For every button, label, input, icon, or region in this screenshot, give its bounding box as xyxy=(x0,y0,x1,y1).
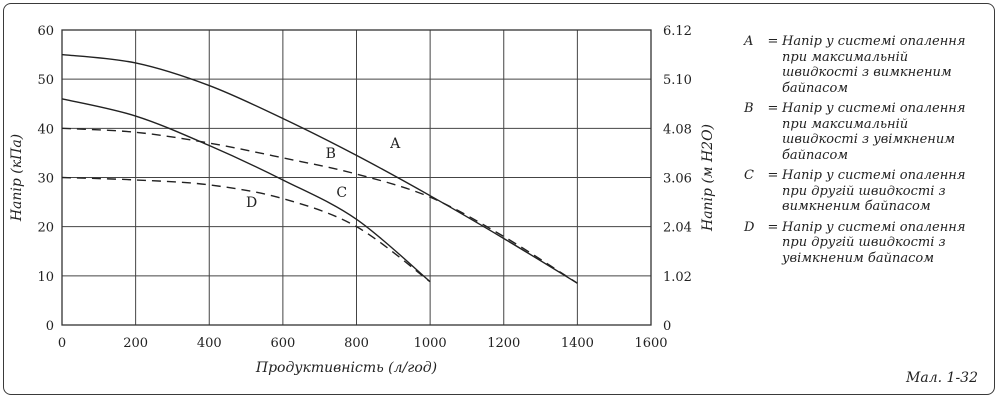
y2-tick-label: 3.06 xyxy=(663,172,692,187)
legend-entry-a: A = Напір у системі опалення при максима… xyxy=(744,34,984,96)
x-tick-label: 1000 xyxy=(414,336,447,351)
legend-eq: = xyxy=(767,101,779,116)
legend-entry-b: B = Напір у системі опалення при максима… xyxy=(744,101,984,163)
y2-tick-label: 0 xyxy=(663,319,671,334)
y-tick-label: 20 xyxy=(37,221,54,236)
legend-text: Напір у системі опалення при максимальні… xyxy=(782,101,966,163)
y2-tick-label: 4.08 xyxy=(663,122,692,137)
legend-eq: = xyxy=(767,219,779,235)
x-tick-label: 0 xyxy=(58,336,66,351)
y2-tick-label: 1.02 xyxy=(663,270,692,285)
y2-tick-label: 5.10 xyxy=(663,73,692,88)
y2-tick-label: 2.04 xyxy=(663,221,692,236)
legend-eq: = xyxy=(767,34,779,49)
legend-key: D xyxy=(744,219,755,235)
x-tick-label: 400 xyxy=(197,336,222,351)
x-axis-title: Продуктивність (л/год) xyxy=(255,360,437,376)
series-line-a xyxy=(61,53,578,284)
legend-key: B xyxy=(744,101,754,116)
x-tick-label: 200 xyxy=(123,336,148,351)
y-tick-label: 0 xyxy=(46,319,54,334)
x-tick-label: 1400 xyxy=(561,336,594,351)
series-line-b xyxy=(61,127,578,284)
y-tick-label: 50 xyxy=(37,73,54,88)
y-axis-title: Напір (кПа) xyxy=(9,134,25,222)
y2-axis-title: Напір (м H2O) xyxy=(700,124,716,232)
legend-text: Напір у системі опалення при другій швид… xyxy=(782,168,966,214)
legend-text: Напір у системі опалення при другій швид… xyxy=(782,219,966,266)
legend: A = Напір у системі опалення при максима… xyxy=(744,34,984,271)
series-label-b: B xyxy=(326,146,336,162)
x-tick-label: 1600 xyxy=(634,336,667,351)
legend-key: A xyxy=(744,34,754,49)
x-tick-label: 1200 xyxy=(487,336,520,351)
legend-text: Напір у системі опалення при максимальні… xyxy=(782,34,966,96)
legend-eq: = xyxy=(767,168,779,183)
legend-entry-c: C = Напір у системі опалення при другій … xyxy=(744,168,984,215)
series-line-c xyxy=(61,98,431,283)
y2-tick-label: 6.12 xyxy=(663,24,692,39)
legend-key: C xyxy=(744,168,754,183)
series-label-d: D xyxy=(246,195,257,211)
y-tick-label: 10 xyxy=(37,270,54,285)
x-tick-label: 800 xyxy=(344,336,369,351)
figure-label: Мал. 1-32 xyxy=(906,370,978,386)
legend-entry-d: D = Напір у системі опалення при другій … xyxy=(744,220,984,267)
x-tick-label: 600 xyxy=(270,336,295,351)
y-tick-label: 40 xyxy=(37,122,54,137)
y-tick-label: 30 xyxy=(37,172,54,187)
series-line-d xyxy=(61,176,431,283)
series-label-c: C xyxy=(336,185,347,201)
y-tick-label: 60 xyxy=(37,24,54,39)
figure-frame xyxy=(3,3,995,395)
series-label-a: A xyxy=(389,136,401,152)
